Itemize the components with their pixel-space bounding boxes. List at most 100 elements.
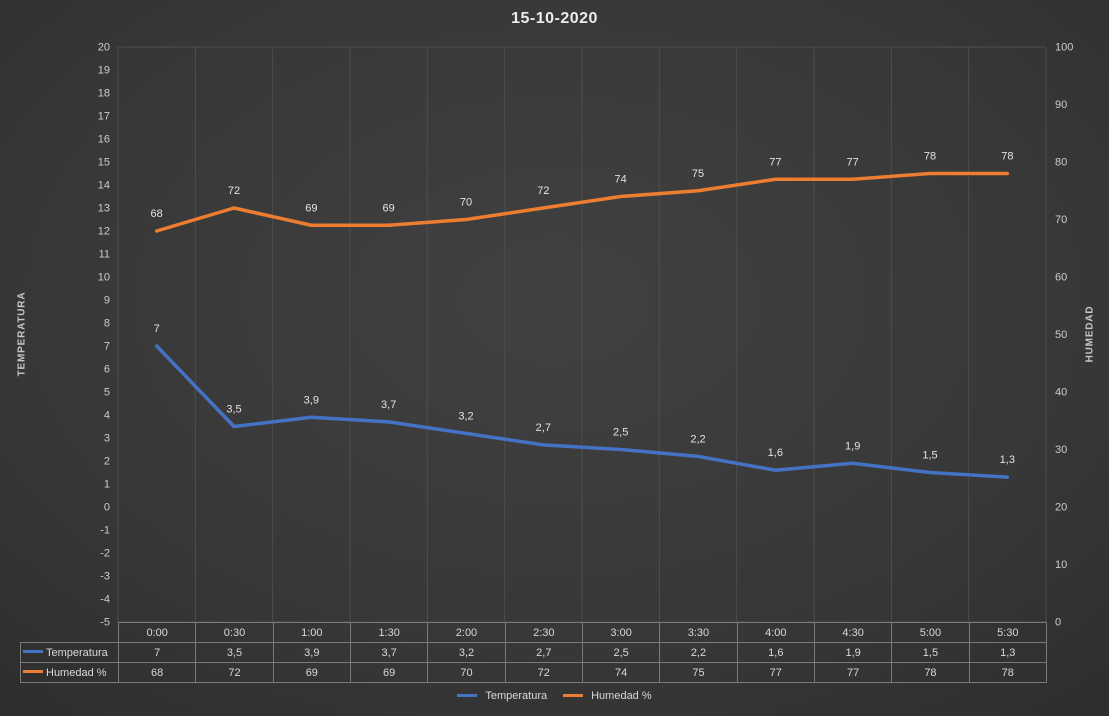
right-axis-tick: 0 bbox=[1055, 617, 1061, 629]
humedad-line bbox=[154, 171, 1010, 233]
category-cell: 0:00 bbox=[117, 622, 197, 643]
right-axis-tick: 90 bbox=[1055, 99, 1067, 111]
left-axis-tick: 19 bbox=[98, 65, 110, 77]
legend-key-icon bbox=[23, 670, 43, 674]
left-axis-tick: 3 bbox=[104, 433, 110, 445]
value-cell: 2,5 bbox=[581, 642, 661, 663]
temperatura-data-label: 3,7 bbox=[381, 399, 396, 411]
value-cell: 74 bbox=[581, 662, 661, 683]
temperatura-data-label: 3,5 bbox=[226, 404, 241, 416]
humedad-data-label: 72 bbox=[228, 185, 240, 197]
temperatura-data-label: 1,6 bbox=[768, 447, 783, 459]
category-cell: 0:30 bbox=[195, 622, 274, 643]
value-cell: 3,2 bbox=[427, 642, 506, 663]
legend-key-icon bbox=[457, 693, 478, 697]
humedad-data-label: 78 bbox=[924, 151, 936, 163]
left-axis-tick: 2 bbox=[104, 456, 110, 468]
value-cell: 72 bbox=[504, 662, 583, 683]
value-cell: 3,5 bbox=[195, 642, 274, 663]
left-axis-tick: 7 bbox=[104, 341, 110, 353]
left-axis-tick: 5 bbox=[104, 387, 110, 399]
value-cell: 72 bbox=[195, 662, 274, 683]
temperatura-data-label: 1,5 bbox=[922, 450, 937, 462]
legend-label: Temperatura bbox=[485, 690, 548, 702]
humedad-data-label: 74 bbox=[615, 174, 627, 186]
category-cell: 4:30 bbox=[813, 622, 893, 643]
humedad-data-label: 75 bbox=[692, 168, 704, 180]
right-axis-tick: 20 bbox=[1055, 502, 1067, 514]
category-cell: 2:00 bbox=[427, 622, 506, 643]
left-axis-tick: 14 bbox=[98, 180, 110, 192]
right-axis-title: HUMEDAD bbox=[1084, 305, 1096, 363]
table-row: Temperatura 7 3,5 3,9 3,7 3,2 2,7 2,5 2,2 1,6 1,9 1… bbox=[20, 642, 1047, 663]
category-cell: 2:30 bbox=[504, 622, 583, 643]
category-cell: 1:30 bbox=[349, 622, 429, 643]
value-cell: 68 bbox=[117, 662, 197, 683]
left-axis-tick: 6 bbox=[104, 364, 110, 376]
left-axis-tick: 18 bbox=[98, 88, 110, 100]
value-cell: 2,7 bbox=[504, 642, 583, 663]
value-cell: 1,6 bbox=[736, 642, 815, 663]
left-axis-tick: 1 bbox=[104, 479, 110, 491]
legend: Temperatura Humedad % bbox=[0, 690, 1109, 702]
left-axis-tick: 0 bbox=[104, 502, 110, 514]
left-axis-tick: -3 bbox=[100, 571, 110, 583]
value-cell: 1,9 bbox=[813, 642, 893, 663]
temperatura-data-label: 7 bbox=[154, 323, 160, 335]
left-axis-tick: 9 bbox=[104, 295, 110, 307]
value-cell: 3,9 bbox=[272, 642, 351, 663]
chart-title: 15-10-2020 bbox=[511, 10, 598, 27]
left-axis-tick: 16 bbox=[98, 134, 110, 146]
value-cell: 78 bbox=[968, 662, 1047, 683]
value-cell: 1,3 bbox=[968, 642, 1047, 663]
table-row: Humedad % 68 72 69 69 70 72 74 75 77 77 78 78 bbox=[20, 662, 1047, 683]
left-axis-tick: 12 bbox=[98, 226, 110, 238]
temperatura-data-label: 2,5 bbox=[613, 427, 628, 439]
humedad-data-label: 72 bbox=[537, 185, 549, 197]
value-cell: 77 bbox=[736, 662, 815, 683]
value-cell: 69 bbox=[349, 662, 429, 683]
value-cell: 7 bbox=[117, 642, 197, 663]
right-axis-tick: 10 bbox=[1055, 559, 1067, 571]
value-cell: 2,2 bbox=[659, 642, 738, 663]
category-cell: 3:00 bbox=[581, 622, 661, 643]
right-axis-tick: 50 bbox=[1055, 329, 1067, 341]
legend-item: Temperatura bbox=[457, 690, 547, 702]
category-cell: 1:00 bbox=[272, 622, 351, 643]
left-axis-tick: -4 bbox=[100, 594, 110, 606]
value-cell: 69 bbox=[272, 662, 351, 683]
left-axis-tick: 10 bbox=[98, 272, 110, 284]
temperatura-line bbox=[154, 344, 1010, 479]
data-table: 0:00 0:30 1:00 1:30 2:00 2:30 3:00 3:30 4:00 4:30… bbox=[20, 622, 1047, 683]
left-axis-tick: 4 bbox=[104, 410, 110, 422]
legend-item: Humedad % bbox=[563, 690, 652, 702]
temperatura-data-label: 2,2 bbox=[690, 433, 705, 445]
humedad-data-label: 69 bbox=[305, 202, 317, 214]
left-axis-tick: 11 bbox=[99, 249, 110, 261]
humedad-data-label: 78 bbox=[1001, 151, 1013, 163]
value-cell: 75 bbox=[659, 662, 738, 683]
left-axis-title: TEMPERATURA bbox=[16, 291, 28, 377]
value-cell: 77 bbox=[813, 662, 893, 683]
humedad-data-label: 70 bbox=[460, 197, 472, 209]
legend-key-icon bbox=[23, 650, 43, 654]
left-axis-tick: 20 bbox=[98, 42, 110, 54]
temperatura-data-label: 2,7 bbox=[536, 422, 551, 434]
right-axis-tick: 80 bbox=[1055, 157, 1067, 169]
category-cell: 4:00 bbox=[736, 622, 815, 643]
humedad-data-label: 77 bbox=[769, 156, 781, 168]
series-name-cell: Humedad % bbox=[20, 662, 119, 683]
temperatura-data-label: 3,2 bbox=[458, 410, 473, 422]
left-axis-tick: -1 bbox=[100, 525, 110, 537]
right-axis-tick: 100 bbox=[1055, 42, 1073, 54]
left-axis-tick: 13 bbox=[98, 203, 110, 215]
temperatura-data-label: 1,9 bbox=[845, 440, 860, 452]
humedad-data-label: 68 bbox=[151, 208, 163, 220]
right-axis-tick: 30 bbox=[1055, 444, 1067, 456]
table-header-row: 0:00 0:30 1:00 1:30 2:00 2:30 3:00 3:30 4:00 4:30… bbox=[20, 622, 1047, 643]
category-cell: 3:30 bbox=[659, 622, 738, 643]
value-cell: 78 bbox=[891, 662, 970, 683]
temperatura-data-label: 3,9 bbox=[304, 394, 319, 406]
